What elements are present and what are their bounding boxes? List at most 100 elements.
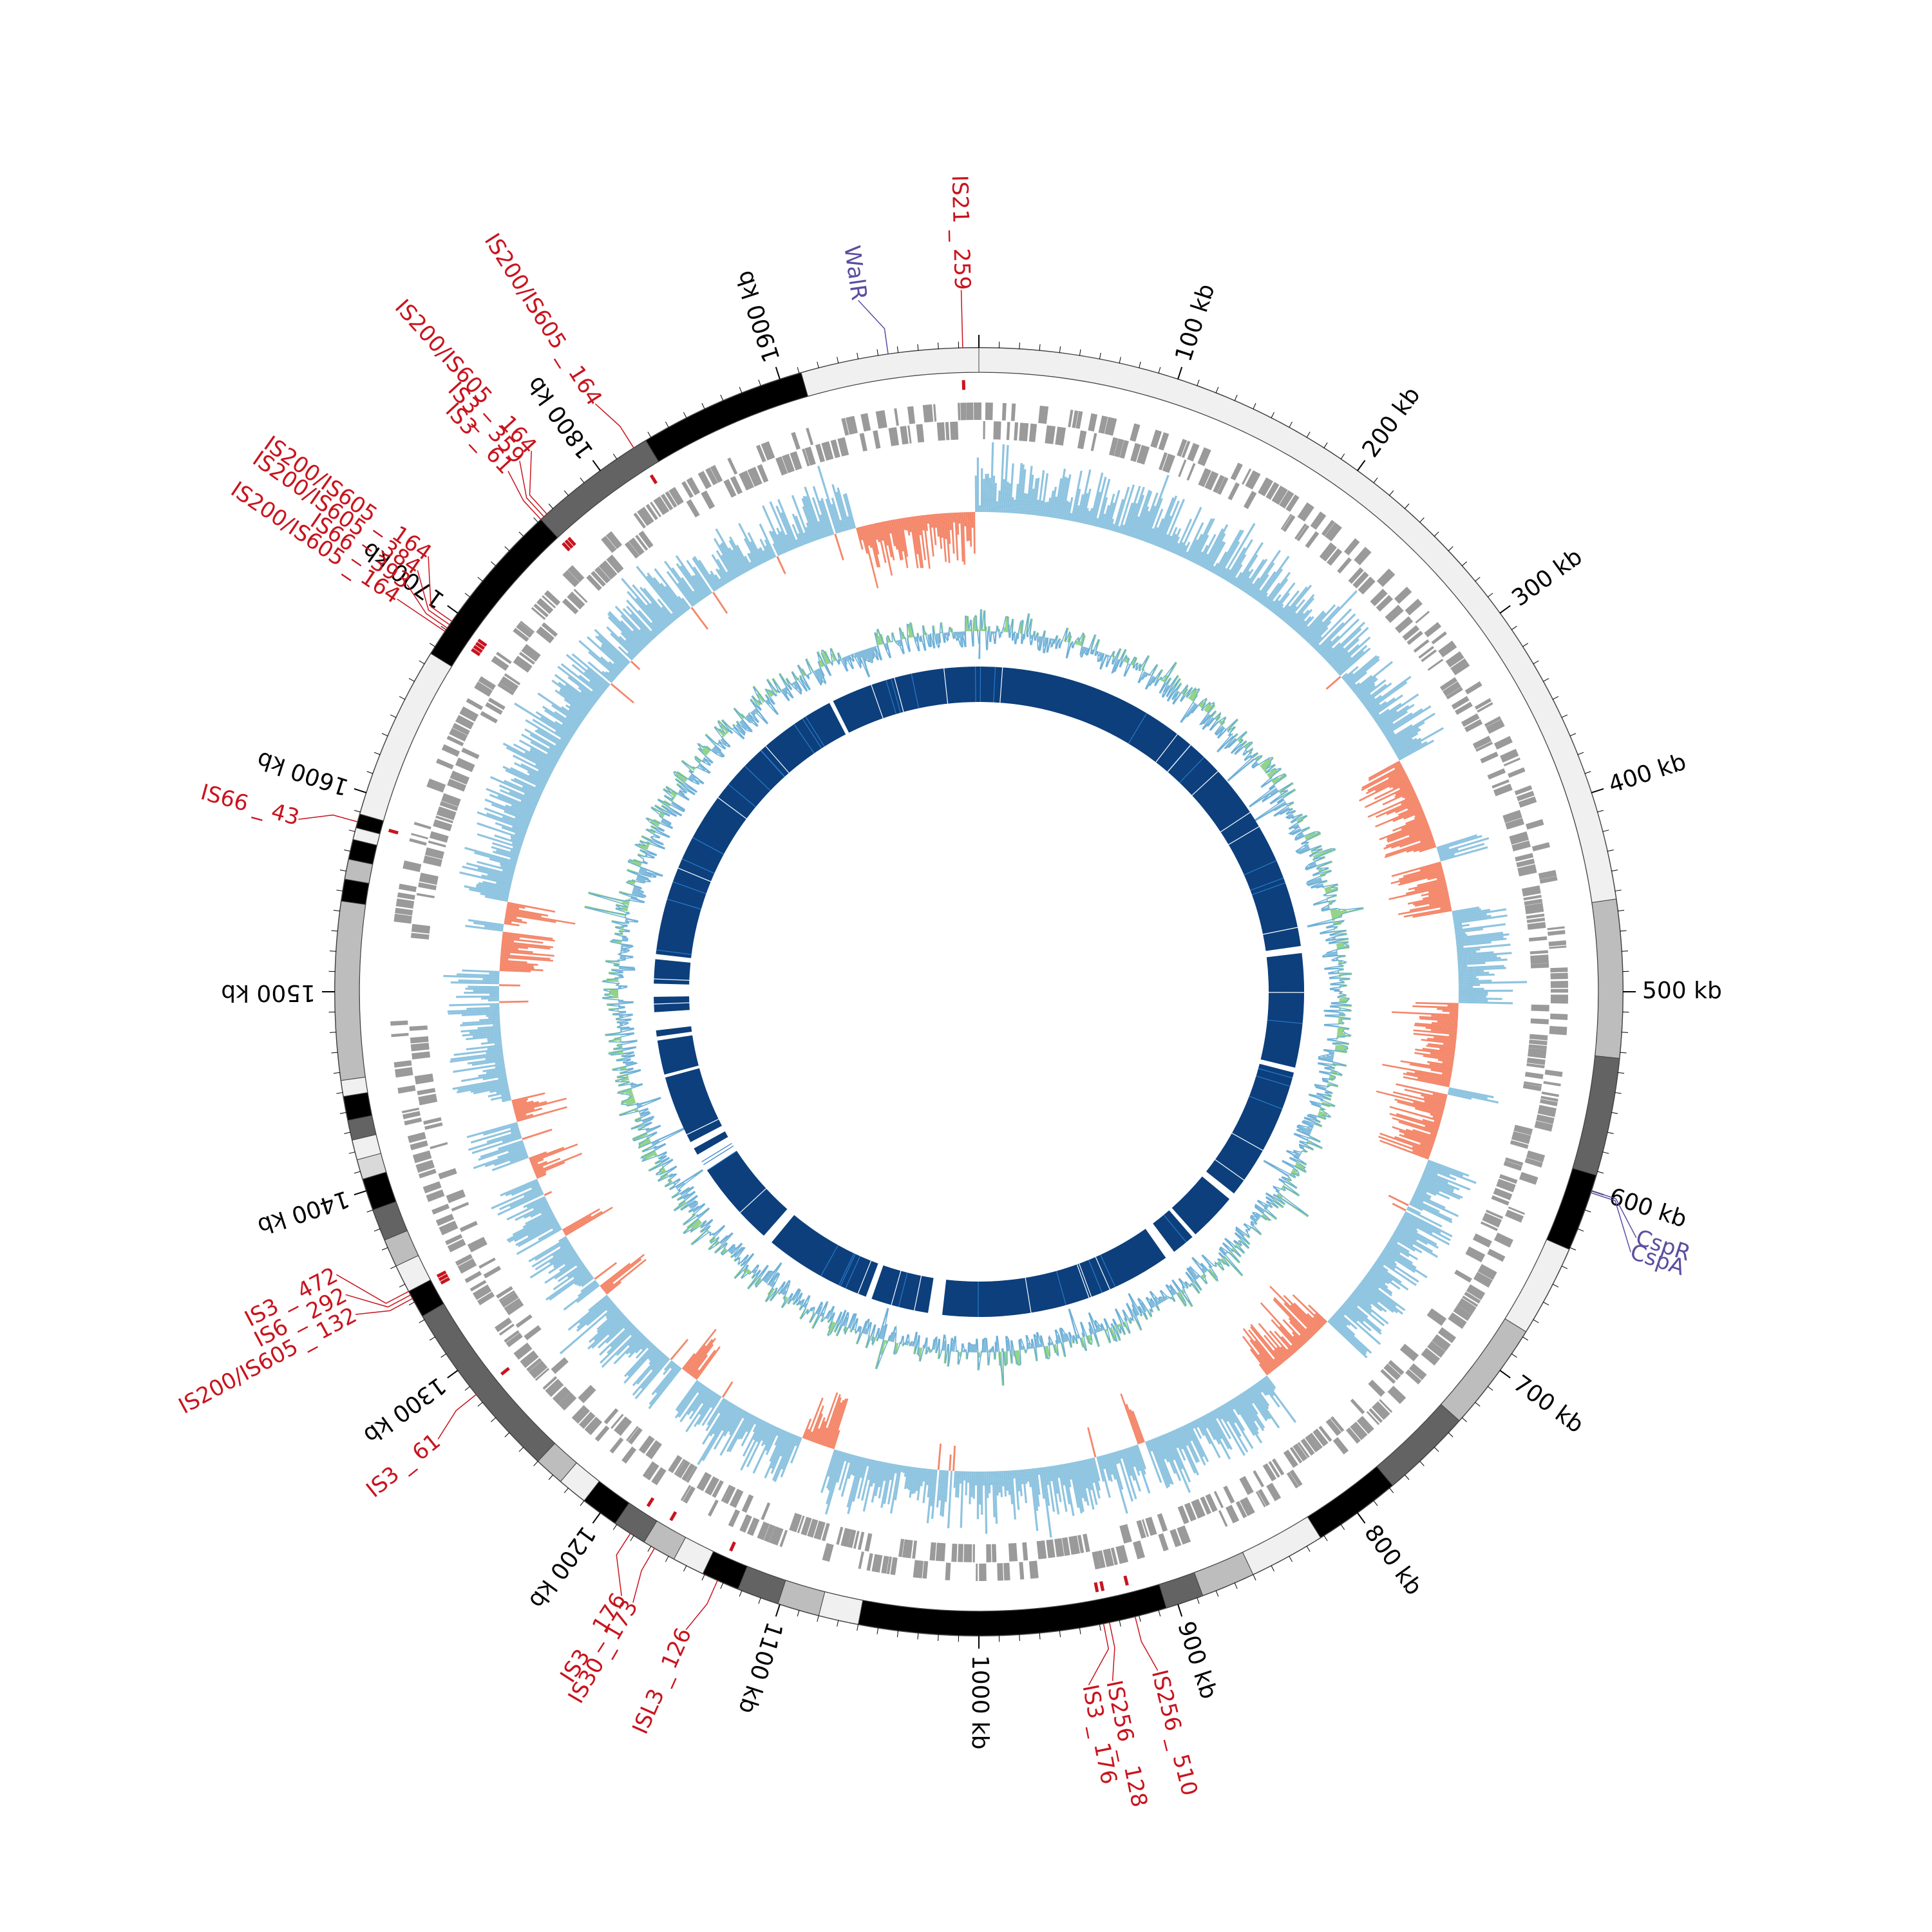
gc-skew-bin <box>935 513 940 537</box>
gc-content-bin <box>1077 1334 1080 1339</box>
gc-skew-bin <box>803 532 810 544</box>
is-element-mark <box>564 539 574 549</box>
gc-content-bin <box>1139 1314 1142 1317</box>
gc-skew-bin <box>1365 676 1412 710</box>
gc-skew-bin <box>1114 486 1130 533</box>
gc-content-bin <box>1291 810 1296 814</box>
cds-feature <box>1445 651 1464 668</box>
gc-skew-bin <box>825 1402 842 1447</box>
gc-skew-bin <box>1096 478 1111 527</box>
gc-skew-bin <box>1388 768 1405 779</box>
gc-content-bin <box>969 629 971 632</box>
blast-hit-divider <box>1056 1271 1066 1305</box>
gc-skew-bin <box>671 567 699 604</box>
gc-skew-bin <box>911 1467 917 1494</box>
gc-skew-bin <box>486 812 529 829</box>
gc-skew-bin <box>608 1317 628 1336</box>
blast-hit-divider <box>1100 1255 1116 1287</box>
is-element-mark <box>646 1497 655 1508</box>
gc-content-bin <box>1339 999 1349 1002</box>
gc-skew-bin <box>772 1434 794 1481</box>
gc-skew-bin <box>580 690 596 704</box>
gc-skew-bin <box>554 674 596 706</box>
gc-skew-bin <box>752 1426 777 1474</box>
gc-skew-bin <box>920 515 925 531</box>
gc-skew-bin <box>770 1431 789 1469</box>
gc-skew-bin <box>651 1354 666 1371</box>
gc-skew-bin <box>954 512 959 561</box>
gc-skew-bin <box>1253 589 1261 600</box>
blast-hit-divider <box>672 881 706 895</box>
gc-skew-bin <box>1429 900 1450 906</box>
gc-content-bin <box>898 639 902 647</box>
gc-skew-bin <box>1325 676 1341 690</box>
gc-skew-bin <box>1202 1416 1216 1441</box>
gc-skew-bin <box>563 1282 599 1311</box>
gc-content-bin <box>911 1343 914 1347</box>
cds-feature <box>409 838 427 846</box>
gc-skew-bin <box>477 833 522 849</box>
is-element-callout <box>616 1533 631 1596</box>
cds-feature <box>1285 494 1300 512</box>
gc-content-bin <box>813 670 822 685</box>
gc-skew-bin <box>1191 1421 1202 1439</box>
gc-content-bin <box>748 1271 752 1274</box>
gc-skew-bin <box>499 984 520 987</box>
gc-skew-bin <box>1374 1261 1388 1272</box>
cds-feature <box>491 656 509 671</box>
gc-skew-bin <box>1354 676 1377 695</box>
gc-skew-bin <box>524 752 555 769</box>
cds-feature <box>1543 1081 1561 1086</box>
gc-skew-bin <box>1168 533 1177 552</box>
gc-skew-bin <box>819 514 829 537</box>
gc-skew-bin <box>1430 1068 1452 1075</box>
gc-skew-bin <box>1262 1378 1297 1423</box>
gc-skew-bin <box>979 1471 981 1505</box>
gc-skew-bin <box>497 1147 526 1159</box>
gc-skew-bin <box>1403 1213 1441 1234</box>
major-tick <box>447 605 459 614</box>
cds-feature <box>520 1350 539 1368</box>
gc-skew-bin <box>1284 599 1305 623</box>
minor-tick <box>720 394 724 401</box>
cds-feature <box>1271 485 1288 505</box>
gc-skew-bin <box>1258 568 1283 603</box>
gc-content-bin <box>688 1200 698 1208</box>
gc-skew-bin <box>1417 878 1446 887</box>
gc-content-bin <box>1291 1170 1299 1175</box>
minor-tick <box>1139 361 1141 368</box>
gc-skew-bin <box>1422 1173 1460 1191</box>
gc-skew-bin <box>601 1258 642 1291</box>
gc-skew-bin <box>490 1094 511 1101</box>
cds-feature <box>477 1291 495 1305</box>
is-element-mark <box>477 638 488 647</box>
gc-skew-bin <box>1336 645 1368 674</box>
gc-skew-bin <box>1365 772 1406 795</box>
gc-skew-bin <box>1087 1427 1097 1458</box>
gc-content-bin <box>636 878 645 884</box>
cds-feature <box>1289 1446 1303 1464</box>
gc-skew-bin <box>1072 1462 1084 1512</box>
gc-skew-bin <box>762 505 785 554</box>
gc-skew-bin <box>498 1075 507 1080</box>
gc-skew-bin <box>1096 1456 1105 1482</box>
gc-skew-bin <box>603 1282 614 1292</box>
gc-skew-bin <box>500 948 533 954</box>
cds-feature <box>1524 1157 1543 1168</box>
cds-feature <box>1547 926 1565 931</box>
gc-content-bin <box>1338 1019 1341 1021</box>
gc-skew-bin <box>1378 1135 1430 1157</box>
minor-tick <box>837 357 839 364</box>
cds-feature <box>395 898 415 909</box>
gc-content-bin <box>745 1264 749 1268</box>
gc-skew-bin <box>552 1224 560 1231</box>
gc-skew-bin <box>1360 693 1372 703</box>
gc-skew-bin <box>504 810 531 822</box>
cds-feature <box>536 626 554 644</box>
gc-content-bin <box>1290 808 1294 811</box>
gc-skew-bin <box>534 1152 583 1174</box>
gc-content-bin <box>1074 640 1077 645</box>
gc-skew-bin <box>1412 1005 1459 1009</box>
gc-skew-bin <box>501 1092 511 1097</box>
cds-feature <box>1472 735 1492 750</box>
